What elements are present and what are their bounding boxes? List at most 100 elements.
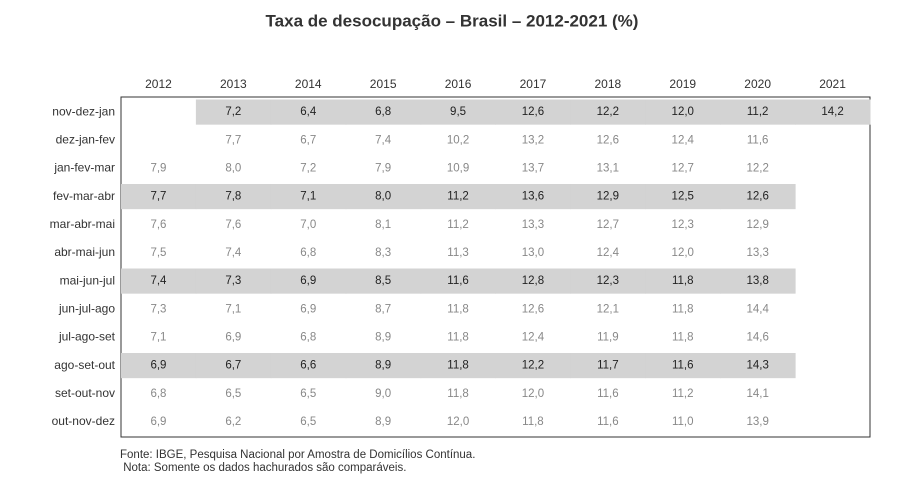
cell-value: 11,2 [447, 191, 469, 203]
highlight-cell [270, 184, 347, 210]
cell-value: 12,6 [522, 303, 544, 315]
title: Taxa de desocupação – Brasil – 2012-2021… [266, 11, 639, 30]
cell-value: 11,7 [597, 360, 619, 372]
highlight-cell [121, 184, 197, 210]
cell-value: 11,8 [522, 416, 544, 428]
row-label: jan-fev-mar [53, 161, 115, 175]
cell-value: 11,2 [672, 388, 694, 400]
cell-value: 8,7 [375, 303, 391, 315]
cell-value: 6,2 [225, 416, 241, 428]
highlight-cell [720, 268, 796, 294]
cell-value: 12,0 [672, 106, 694, 118]
cell-value: 12,4 [597, 247, 620, 259]
cell-value: 12,1 [597, 303, 619, 315]
row-label: out-nov-dez [52, 414, 115, 428]
cell-value: 12,0 [447, 416, 469, 428]
cell-value: 6,9 [150, 416, 166, 428]
cell-value: 8,5 [375, 275, 391, 287]
highlight-cell [270, 268, 347, 294]
row-label: nov-dez-jan [52, 104, 115, 118]
highlight-cell [570, 184, 646, 210]
cell-value: 8,9 [375, 360, 391, 372]
cell-value: 6,9 [300, 303, 316, 315]
cell-value: 12,0 [672, 247, 694, 259]
cell-value: 11,6 [672, 360, 694, 372]
cell-value: 9,0 [375, 388, 391, 400]
column-header: 2018 [594, 77, 621, 91]
highlight-cell [345, 184, 422, 210]
cell-value: 7,3 [150, 303, 166, 315]
highlight-cell [795, 99, 871, 125]
column-header: 2013 [220, 77, 247, 91]
cell-value: 12,7 [672, 162, 694, 174]
cell-value: 14,6 [746, 331, 768, 343]
cell-value: 8,1 [375, 219, 391, 231]
cell-value: 7,5 [150, 247, 166, 259]
cell-value: 7,6 [225, 219, 241, 231]
cell-value: 10,9 [447, 162, 469, 174]
highlight-cell [195, 184, 272, 210]
cell-value: 7,1 [225, 303, 241, 315]
highlight-cell [121, 268, 197, 294]
cell-value: 6,4 [300, 106, 317, 118]
cell-value: 9,5 [450, 106, 466, 118]
cell-value: 7,1 [300, 191, 316, 203]
cell-value: 7,6 [150, 219, 166, 231]
cell-value: 12,7 [597, 219, 619, 231]
column-header: 2016 [445, 77, 472, 91]
cell-value: 12,3 [672, 219, 694, 231]
cell-value: 6,5 [300, 388, 316, 400]
column-header: 2017 [520, 77, 547, 91]
row-label: jul-ago-set [58, 330, 116, 344]
row-label: ago-set-out [54, 358, 115, 372]
cell-value: 12,6 [746, 191, 768, 203]
cell-value: 13,3 [522, 219, 544, 231]
row-label: mar-abr-mai [50, 217, 115, 231]
highlight-cell [270, 353, 347, 379]
highlight-cell [570, 268, 646, 294]
cell-value: 11,6 [747, 134, 769, 146]
highlight-cell [345, 99, 422, 125]
cell-value: 6,7 [225, 360, 241, 372]
cell-value: 7,4 [150, 275, 167, 287]
cell-value: 11,9 [597, 331, 619, 343]
cell-value: 12,9 [597, 191, 619, 203]
cell-value: 13,7 [522, 162, 544, 174]
cell-value: 14,2 [821, 106, 843, 118]
highlight-cell [195, 99, 272, 125]
cell-value: 11,3 [447, 247, 469, 259]
cell-value: 11,0 [672, 416, 694, 428]
cell-value: 6,8 [300, 247, 316, 259]
cell-value: 12,3 [597, 275, 619, 287]
column-header: 2012 [145, 77, 172, 91]
highlight-cell [720, 99, 796, 125]
cell-value: 11,8 [447, 303, 469, 315]
cell-value: 13,8 [746, 275, 768, 287]
cell-value: 6,8 [150, 388, 166, 400]
cell-value: 6,9 [300, 275, 316, 287]
cell-value: 7,4 [225, 247, 242, 259]
highlight-cell [270, 99, 347, 125]
highlight-cell [420, 353, 496, 379]
cell-value: 7,8 [225, 191, 241, 203]
cell-value: 8,0 [225, 162, 241, 174]
cell-value: 14,3 [746, 360, 768, 372]
cell-value: 13,3 [746, 247, 768, 259]
cell-value: 12,4 [522, 331, 545, 343]
note: Nota: Somente os dados hachurados são co… [120, 462, 406, 474]
cell-value: 6,7 [300, 134, 316, 146]
row-label: jun-jul-ago [58, 301, 115, 315]
cell-value: 12,4 [672, 134, 695, 146]
cell-value: 6,5 [300, 416, 316, 428]
cell-value: 7,9 [150, 162, 166, 174]
cell-value: 12,2 [522, 360, 544, 372]
highlight-cell [720, 353, 796, 379]
cell-value: 6,8 [375, 106, 391, 118]
cell-value: 7,0 [300, 219, 316, 231]
cell-value: 8,3 [375, 247, 391, 259]
cell-value: 12,9 [746, 219, 768, 231]
cell-value: 10,2 [447, 134, 469, 146]
cell-value: 11,8 [672, 331, 694, 343]
cell-value: 11,2 [747, 106, 769, 118]
